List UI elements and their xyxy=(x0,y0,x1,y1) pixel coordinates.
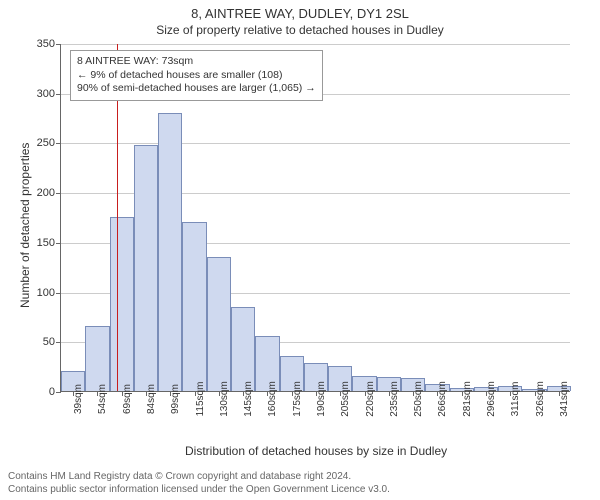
ytick-label: 250 xyxy=(37,137,61,149)
xtick-label: 115sqm xyxy=(195,382,206,417)
histogram-bar xyxy=(110,217,134,391)
footer-line-2: Contains public sector information licen… xyxy=(8,483,390,496)
histogram-bar xyxy=(134,145,158,391)
xtick-label: 145sqm xyxy=(243,381,254,417)
ytick-label: 0 xyxy=(49,386,61,398)
chart-title-sub: Size of property relative to detached ho… xyxy=(0,21,600,37)
annotation-line: 8 AINTREE WAY: 73sqm xyxy=(77,55,316,69)
histogram-bar xyxy=(231,307,255,392)
y-axis-label: Number of detached properties xyxy=(18,143,32,308)
xtick-label: 84sqm xyxy=(146,384,157,414)
xtick-label: 235sqm xyxy=(389,381,400,417)
xtick-label: 326sqm xyxy=(535,381,546,417)
xtick-label: 175sqm xyxy=(292,381,303,417)
xtick-label: 250sqm xyxy=(413,381,424,417)
ytick-label: 200 xyxy=(37,187,61,199)
xtick-label: 296sqm xyxy=(486,381,497,417)
ytick-label: 350 xyxy=(37,38,61,50)
annotation-box: 8 AINTREE WAY: 73sqm← 9% of detached hou… xyxy=(70,50,323,101)
xtick-label: 311sqm xyxy=(510,382,521,417)
footer-attribution: Contains HM Land Registry data © Crown c… xyxy=(8,470,390,496)
histogram-bar xyxy=(207,257,231,391)
annotation-line: ← 9% of detached houses are smaller (108… xyxy=(77,69,316,83)
xtick-label: 99sqm xyxy=(170,384,181,414)
xtick-label: 205sqm xyxy=(340,381,351,417)
annotation-line: 90% of semi-detached houses are larger (… xyxy=(77,82,316,96)
ytick-label: 150 xyxy=(37,237,61,249)
ytick-label: 100 xyxy=(37,287,61,299)
gridline xyxy=(61,44,570,45)
xtick-label: 69sqm xyxy=(122,384,133,414)
ytick-label: 50 xyxy=(43,336,61,348)
xtick-label: 341sqm xyxy=(559,381,570,417)
xtick-label: 266sqm xyxy=(437,381,448,417)
histogram-bar xyxy=(182,222,206,391)
gridline xyxy=(61,143,570,144)
chart-container: 8, AINTREE WAY, DUDLEY, DY1 2SL Size of … xyxy=(0,0,600,500)
xtick-label: 54sqm xyxy=(97,384,108,414)
histogram-bar xyxy=(158,113,182,391)
ytick-label: 300 xyxy=(37,88,61,100)
xtick-label: 130sqm xyxy=(219,381,230,417)
chart-title-main: 8, AINTREE WAY, DUDLEY, DY1 2SL xyxy=(0,0,600,21)
xtick-label: 190sqm xyxy=(316,381,327,417)
histogram-bar xyxy=(85,326,109,391)
footer-line-1: Contains HM Land Registry data © Crown c… xyxy=(8,470,390,483)
xtick-label: 39sqm xyxy=(73,384,84,414)
x-axis-label: Distribution of detached houses by size … xyxy=(185,444,447,458)
xtick-label: 281sqm xyxy=(462,381,473,417)
xtick-label: 220sqm xyxy=(365,381,376,417)
xtick-label: 160sqm xyxy=(267,381,278,417)
